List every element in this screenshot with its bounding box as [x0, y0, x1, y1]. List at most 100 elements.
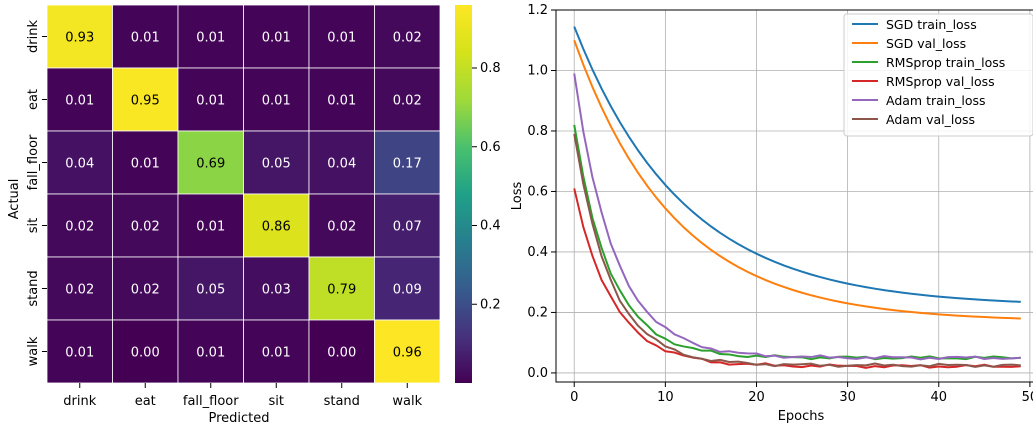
heatmap-cell-label: 0.01	[196, 346, 225, 361]
heatmap-cell-label: 0.69	[196, 157, 225, 172]
heatmap-x-tick-label: sit	[269, 394, 284, 409]
confusion-matrix-heatmap: 0.93 0.01 0.01 0.01 0.01 0.02 0.01 0.95 0.01 0.01…	[7, 4, 441, 426]
heatmap-cell-label: 0.03	[262, 283, 291, 298]
loss-y-tick-label: 0.2	[527, 305, 548, 320]
heatmap-cell	[112, 4, 179, 69]
heatmap-x-tick-label: eat	[135, 394, 156, 409]
heatmap-cell	[46, 4, 113, 69]
heatmap-x-tick-label: stand	[324, 394, 360, 409]
loss-x-tick-label: 10	[657, 390, 674, 405]
heatmap-cell	[46, 130, 113, 195]
heatmap-cell	[177, 4, 244, 69]
legend: SGD train_loss SGD val_loss RMSprop train_…	[843, 13, 1033, 137]
series-line	[573, 39, 1021, 320]
heatmap-cell-label: 0.01	[327, 31, 356, 46]
loss-line-chart: 0 10 20 30 40 50 0.0 0.2 0.4 0.6 0.8 1.0 1.2 Epochs…	[510, 3, 1033, 424]
loss-y-tick-label: 0.6	[527, 184, 548, 199]
loss-y-tick-label: 0.8	[527, 124, 548, 139]
heatmap-cell	[308, 193, 375, 258]
series-line	[573, 133, 1021, 368]
loss-y-tick-label: 0.0	[527, 366, 548, 381]
heatmap-cell	[243, 130, 310, 195]
heatmap-cell-label: 0.07	[393, 220, 422, 235]
heatmap-cell	[308, 130, 375, 195]
heatmap-x-tick-label: fall_floor	[183, 394, 239, 409]
heatmap-cells: 0.93 0.01 0.01 0.01 0.01 0.02 0.01 0.95 0.01 0.01…	[46, 4, 441, 384]
heatmap-x-ticks: drink eat fall_floor sit stand walk	[63, 383, 423, 409]
loss-x-axis-label: Epochs	[778, 409, 825, 424]
colorbar: 0.2 0.4 0.6 0.8	[455, 5, 501, 383]
heatmap-y-tick-label: drink	[26, 20, 41, 53]
heatmap-cell-label: 0.79	[327, 283, 356, 298]
heatmap-cell-label: 0.05	[262, 157, 291, 172]
heatmap-cell-label: 0.01	[131, 31, 160, 46]
heatmap-cell-label: 0.01	[262, 31, 291, 46]
loss-x-tick-label: 20	[748, 390, 765, 405]
heatmap-cell-label: 0.02	[131, 220, 160, 235]
loss-y-ticks: 0.0 0.2 0.4 0.6 0.8 1.0 1.2	[527, 3, 556, 381]
legend-entry-label: Adam train_loss	[886, 93, 986, 108]
series-line	[573, 26, 1021, 303]
loss-x-tick-label: 0	[570, 390, 578, 405]
heatmap-cell	[308, 4, 375, 69]
heatmap-y-tick-label: fall_floor	[26, 134, 41, 190]
heatmap-y-tick-label: sit	[26, 218, 41, 233]
heatmap-cell-label: 0.02	[393, 94, 422, 109]
heatmap-cell-label: 0.04	[65, 157, 94, 172]
heatmap-cell	[374, 67, 441, 132]
heatmap-cell	[112, 67, 179, 132]
heatmap-cell-label: 0.86	[262, 220, 291, 235]
plot-frame	[555, 9, 1033, 383]
heatmap-cell-label: 0.93	[65, 31, 94, 46]
heatmap-cell-label: 0.04	[327, 157, 356, 172]
heatmap-cell	[46, 193, 113, 258]
heatmap-cell-label: 0.01	[65, 346, 94, 361]
legend-entry-label: RMSprop train_loss	[886, 55, 1005, 70]
heatmap-cell	[177, 193, 244, 258]
legend-entry-label: Adam val_loss	[886, 112, 975, 127]
colorbar-tick-label: 0.6	[480, 140, 501, 155]
heatmap-cell-label: 0.01	[262, 346, 291, 361]
heatmap-cell	[374, 319, 441, 384]
heatmap-x-axis-label: Predicted	[208, 411, 269, 426]
heatmap-x-tick-label: walk	[392, 394, 422, 409]
colorbar-gradient	[455, 5, 472, 383]
heatmap-cell	[112, 193, 179, 258]
colorbar-tick-label: 0.8	[480, 61, 501, 76]
loss-y-tick-label: 0.4	[527, 245, 548, 260]
heatmap-cell-label: 0.01	[65, 94, 94, 109]
legend-box	[843, 13, 1033, 137]
heatmap-y-axis-label: Actual	[7, 179, 22, 220]
heatmap-cell-label: 0.00	[131, 346, 160, 361]
heatmap-cell-label: 0.01	[262, 94, 291, 109]
series-line	[573, 73, 1021, 361]
heatmap-cell	[46, 256, 113, 321]
heatmap-cell-label: 0.02	[65, 220, 94, 235]
loss-y-axis-label: Loss	[510, 182, 525, 211]
heatmap-cell	[308, 319, 375, 384]
legend-entry-label: SGD train_loss	[886, 17, 977, 32]
heatmap-cell-label: 0.02	[131, 283, 160, 298]
heatmap-cell-label: 0.01	[131, 157, 160, 172]
heatmap-x-tick-label: drink	[63, 394, 96, 409]
heatmap-cell	[243, 4, 310, 69]
colorbar-ticks: 0.2 0.4 0.6 0.8	[472, 61, 501, 312]
heatmap-y-tick-label: stand	[26, 270, 41, 306]
heatmap-cell-label: 0.05	[196, 283, 225, 298]
heatmap-cell-label: 0.02	[393, 31, 422, 46]
heatmap-cell-label: 0.01	[196, 31, 225, 46]
heatmap-y-tick-label: walk	[26, 336, 41, 366]
loss-x-ticks: 0 10 20 30 40 50	[570, 382, 1033, 405]
heatmap-cell	[308, 256, 375, 321]
heatmap-cell	[243, 256, 310, 321]
loss-x-tick-label: 30	[839, 390, 856, 405]
heatmap-cell	[243, 193, 310, 258]
heatmap-cell	[177, 256, 244, 321]
heatmap-cell	[374, 130, 441, 195]
heatmap-cell-label: 0.09	[393, 283, 422, 298]
series-lines	[573, 26, 1021, 369]
heatmap-cell-label: 0.02	[327, 220, 356, 235]
series-line	[573, 188, 1021, 369]
colorbar-tick-label: 0.2	[480, 297, 501, 312]
